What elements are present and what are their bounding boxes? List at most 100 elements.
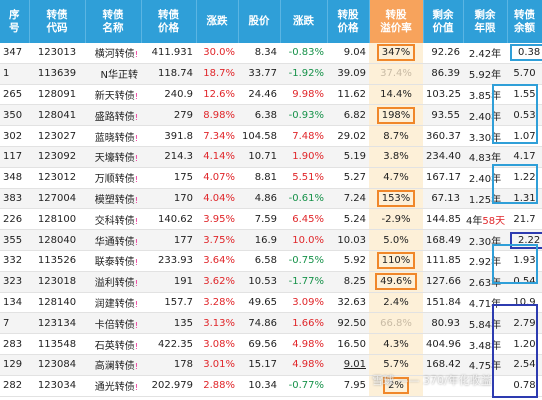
table-row[interactable]: 383 127004 模塑转债! 170 4.04% 4.86 -0.61% 7.24 153%…	[0, 188, 542, 210]
table-row[interactable]: 323 123018 溢利转债! 191 3.62% 10.53 -1.77% 8.25 49.…	[0, 271, 542, 293]
table-row[interactable]: 117 123092 天壕转债! 214.3 4.14% 10.71 1.90% 5.19 3.…	[0, 146, 542, 168]
cell-price: 202.979	[141, 375, 196, 397]
cell-change: 3.75%	[196, 229, 238, 251]
cell-premium: 49.6%	[369, 271, 423, 293]
cell-balance: 1.07	[507, 125, 542, 147]
cell-conversion-price: 16.50	[327, 333, 369, 355]
table-row[interactable]: 302 123027 蓝晓转债! 391.8 7.34% 104.58 7.48% 29.02…	[0, 125, 542, 147]
cell-remaining-years: 2.92年	[463, 250, 507, 272]
cell-premium: 5.7%	[369, 354, 423, 376]
cell-remaining-years: 4.75年	[463, 354, 507, 376]
cell-residual-value: 111.85	[423, 250, 463, 272]
cell-remaining-years: 3.85年	[463, 84, 507, 106]
cell-price: 157.7	[141, 292, 196, 314]
cell-stock-change: 1.90%	[280, 146, 327, 168]
column-header[interactable]: 转债 价格	[141, 0, 197, 43]
cell-conversion-price: 5.19	[327, 146, 369, 168]
column-header[interactable]: 涨跌	[280, 0, 328, 43]
table-row[interactable]: 350 128041 盛路转债! 279 8.98% 6.38 -0.93% 6.82 198%…	[0, 104, 542, 127]
cell-conversion-price: 39.09	[327, 63, 369, 85]
table-row[interactable]: 282 123034 通光转债! 202.979 2.88% 10.34 -0.77% 7.9…	[0, 375, 542, 397]
cell-residual-value: 144.85	[423, 208, 463, 231]
cell-stock-price: 74.86	[238, 312, 280, 335]
table-row[interactable]: 347 123013 横河转债! 411.931 30.0% 8.34 -0.83% 9.04…	[0, 43, 542, 64]
cell-name: 卡倍转债!	[85, 312, 141, 335]
cell-balance: 2.54	[507, 354, 542, 376]
table-row[interactable]: 332 113526 联泰转债! 233.93 3.64% 6.58 -0.75% 5.92 1…	[0, 250, 542, 272]
cell-remaining-years: 5.92年	[463, 63, 507, 85]
cell-code: 113526	[29, 250, 85, 272]
cell-change: 7.34%	[196, 125, 238, 147]
cell-code: 128041	[29, 104, 85, 127]
cell-name: 新天转债!	[85, 84, 141, 106]
column-header[interactable]: 序号	[0, 0, 30, 43]
cell-stock-price: 10.34	[238, 375, 280, 397]
column-header[interactable]: 涨跌	[196, 0, 239, 43]
cell-change: 3.28%	[196, 292, 238, 314]
cell-price: 140.62	[141, 208, 196, 231]
table-row[interactable]: 348 123012 万顺转债! 175 4.07% 8.81 5.51% 5.27 4.7% 1…	[0, 167, 542, 189]
cell-premium: 37.4%	[369, 63, 423, 85]
table-row[interactable]: 283 113548 石英转债! 422.35 3.08% 69.56 4.98% 16.50…	[0, 333, 542, 355]
cell-price: 391.8	[141, 125, 196, 147]
cell-premium: -2.9%	[369, 208, 423, 231]
cell-index: 134	[0, 292, 29, 314]
cell-name: 高澜转债!	[85, 354, 141, 376]
table-row[interactable]: 1 113639 N华正转 118.74 18.7% 33.77 -1.92% 39.09 37…	[0, 63, 542, 85]
cell-residual-value: 404.96	[423, 333, 463, 355]
column-header[interactable]: 剩余 年限	[463, 0, 508, 43]
cell-stock-change: -0.83%	[280, 43, 327, 64]
cell-conversion-price: 5.27	[327, 167, 369, 189]
column-header[interactable]: 剩余 价值	[423, 0, 464, 43]
cell-stock-change: -0.75%	[280, 250, 327, 272]
cell-stock-price: 16.9	[238, 229, 280, 251]
table-row[interactable]: 7 123134 卡倍转债! 135 3.13% 74.86 1.66% 92.50 66.8%…	[0, 312, 542, 335]
cell-balance: 0.54	[507, 271, 542, 293]
cell-residual-value: 93.55	[423, 104, 463, 127]
cell-residual-value: 86.39	[423, 63, 463, 85]
column-header[interactable]: 转债 余额	[507, 0, 542, 43]
cell-index: 282	[0, 375, 29, 397]
cell-premium: 347%	[369, 43, 423, 64]
table-row[interactable]: 134 128140 润建转债! 157.7 3.28% 49.65 3.09% 32.63 2…	[0, 292, 542, 314]
cell-stock-price: 6.38	[238, 104, 280, 127]
cell-stock-price: 33.77	[238, 63, 280, 85]
column-header[interactable]: 转债 名称	[85, 0, 142, 43]
cell-name: 联泰转债!	[85, 250, 141, 272]
cell-stock-price: 6.58	[238, 250, 280, 272]
cell-residual-value: 168.42	[423, 354, 463, 376]
cell-balance: 4.17	[507, 146, 542, 168]
cell-index: 283	[0, 333, 29, 355]
cell-conversion-price: 11.62	[327, 84, 369, 106]
cell-stock-price: 10.71	[238, 146, 280, 168]
column-header[interactable]: 转股 价格	[327, 0, 370, 43]
cell-index: 1	[0, 63, 29, 85]
column-header[interactable]: 股价	[238, 0, 281, 43]
table-row[interactable]: 355 128040 华通转债! 177 3.75% 16.9 10.0% 10.03 5.0%…	[0, 229, 542, 251]
cell-code: 128100	[29, 208, 85, 231]
cell-stock-change: -0.77%	[280, 375, 327, 397]
cell-remaining-years: 2.40年	[463, 104, 507, 127]
cell-remaining-years: 2.40年	[463, 167, 507, 189]
cell-residual-value: 168.49	[423, 229, 463, 251]
cell-index: 7	[0, 312, 29, 335]
cell-balance: 1.20	[507, 333, 542, 355]
cell-stock-change: -1.92%	[280, 63, 327, 85]
table-row[interactable]: 265 128091 新天转债! 240.9 12.6% 24.46 9.98% 11.62 1…	[0, 84, 542, 106]
table-row[interactable]: 129 123084 高澜转债! 178 3.01% 15.17 4.98% 9.01 5.7%…	[0, 354, 542, 376]
cell-premium: 110%	[369, 250, 423, 272]
cell-change: 4.14%	[196, 146, 238, 168]
cell-price: 191	[141, 271, 196, 293]
column-header[interactable]: 转债 代码	[29, 0, 86, 43]
cell-name: 模塑转债!	[85, 188, 141, 210]
table-row[interactable]: 226 128100 交科转债! 140.62 3.95% 7.59 6.45% 5.24 -2…	[0, 208, 542, 231]
cell-stock-change: 4.98%	[280, 354, 327, 376]
cell-price: 422.35	[141, 333, 196, 355]
cell-remaining-years: 2.63年	[463, 271, 507, 293]
cell-code: 123018	[29, 271, 85, 293]
cell-stock-price: 49.65	[238, 292, 280, 314]
cell-premium: 8.7%	[369, 125, 423, 147]
cell-stock-change: 7.48%	[280, 125, 327, 147]
column-header[interactable]: 转股 溢价率	[369, 0, 424, 43]
